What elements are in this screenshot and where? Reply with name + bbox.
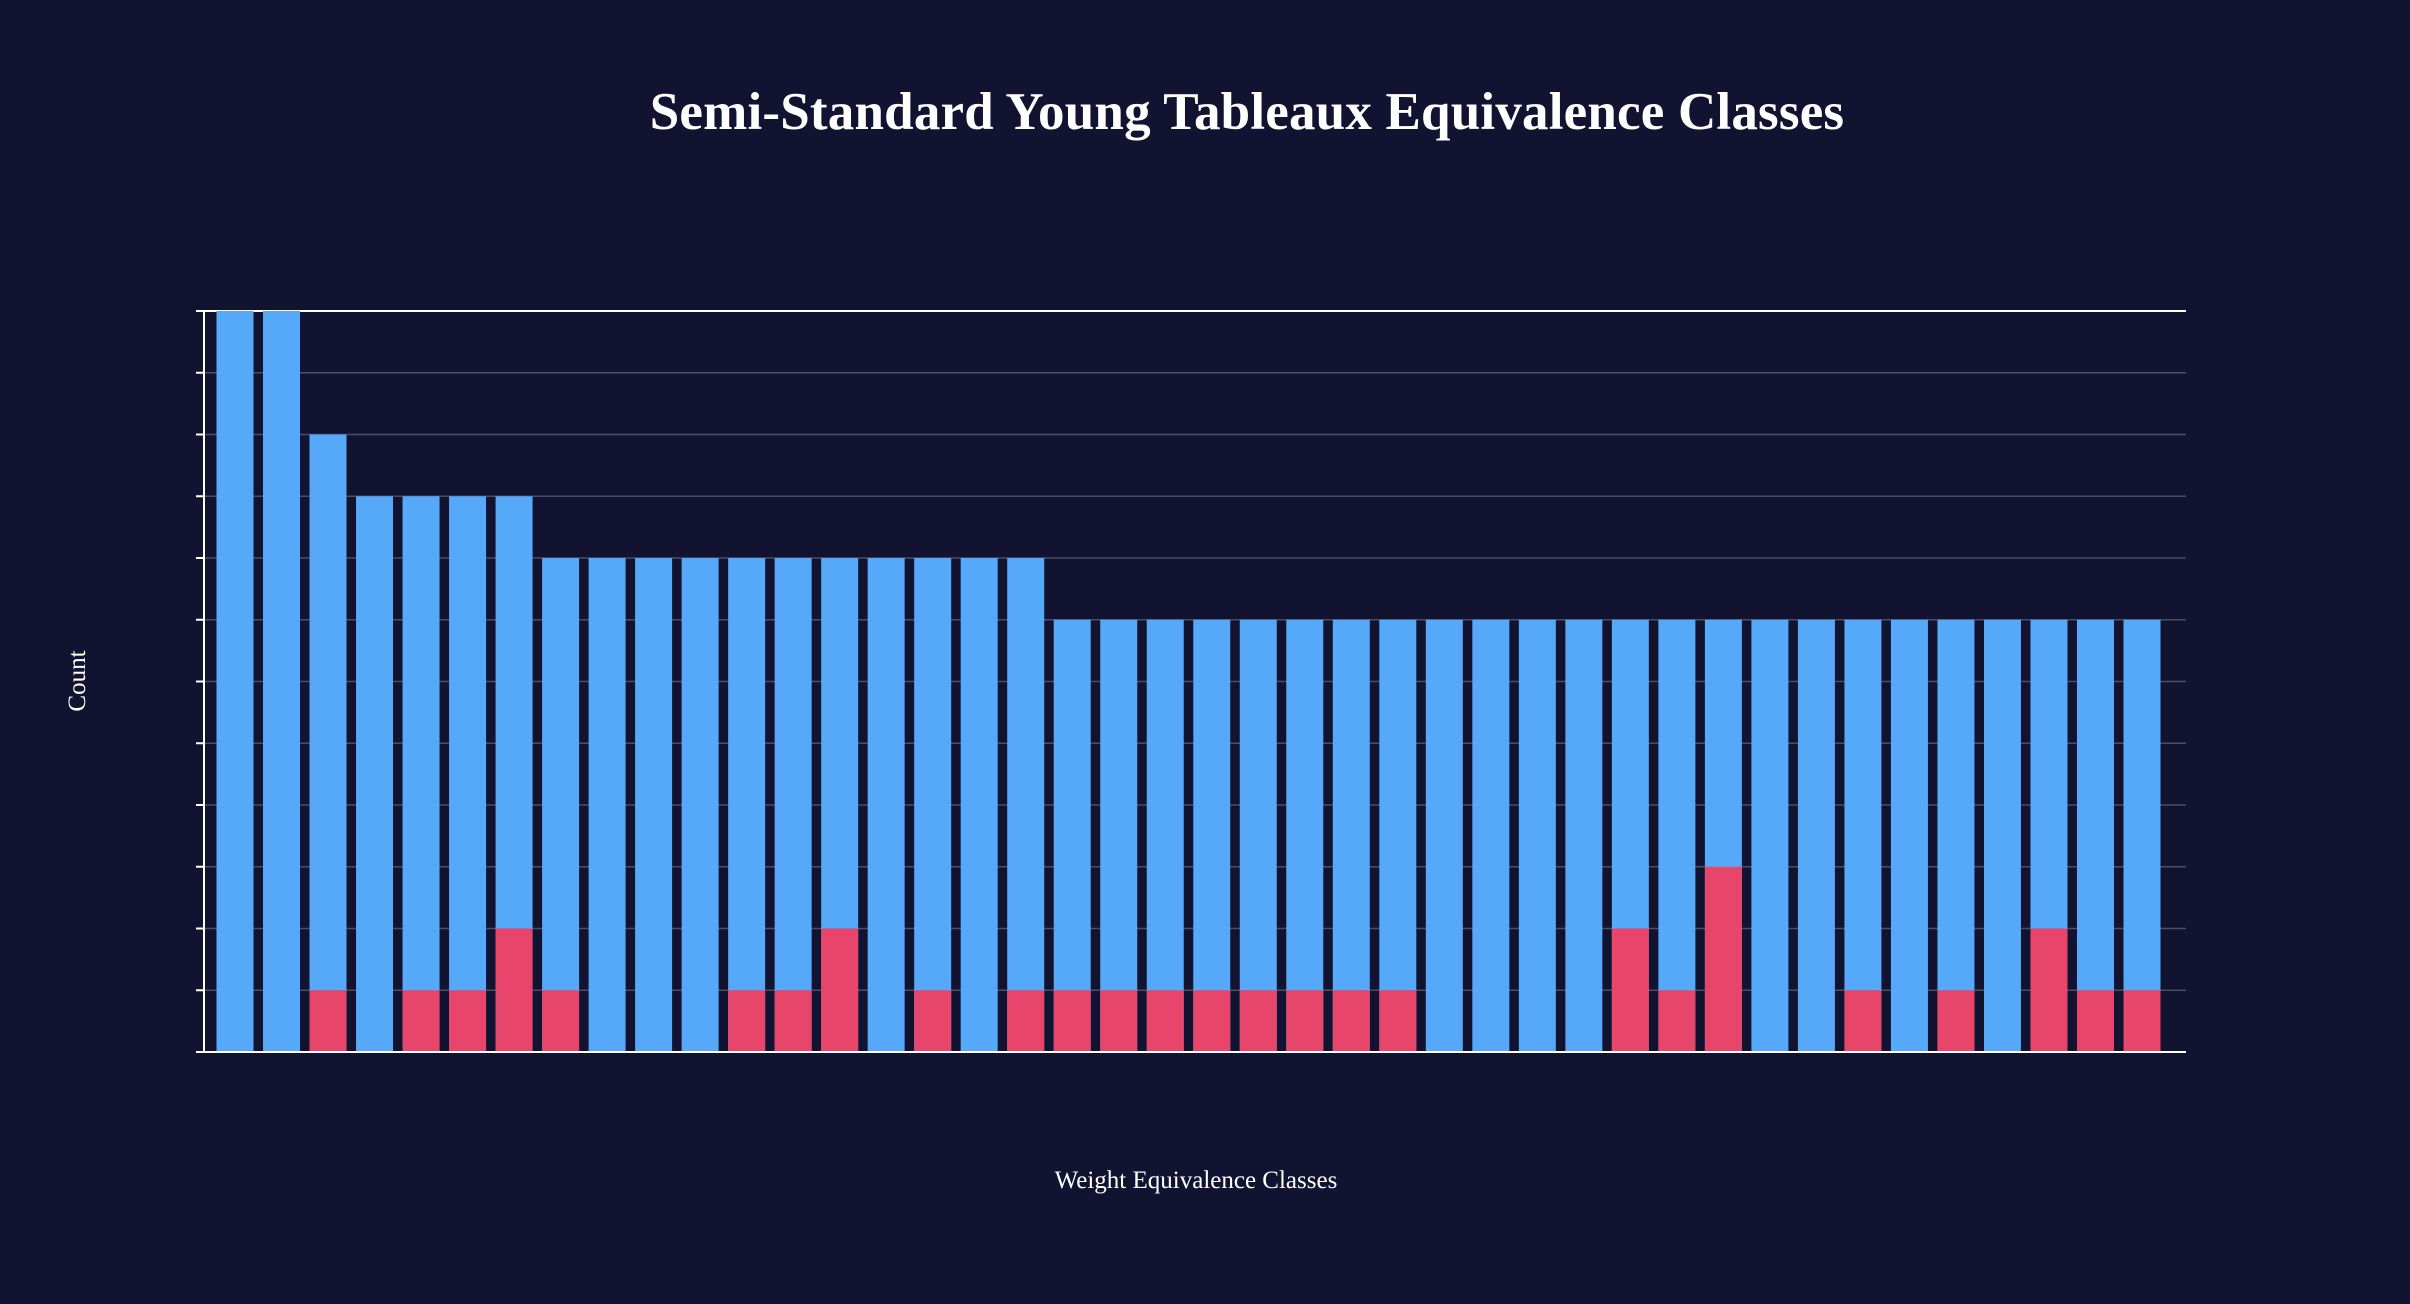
bar-highlight bbox=[449, 990, 487, 1052]
bar-total bbox=[356, 496, 394, 1052]
bar-highlight bbox=[2030, 928, 2068, 1052]
bar-highlight bbox=[1704, 866, 1742, 1052]
bar-highlight bbox=[1100, 990, 1138, 1052]
bar-highlight bbox=[495, 928, 533, 1052]
bar-total bbox=[728, 558, 766, 1052]
bar-highlight bbox=[1937, 990, 1975, 1052]
bar-highlight bbox=[309, 990, 347, 1052]
bar-highlight bbox=[2123, 990, 2161, 1052]
bar-highlight bbox=[1239, 990, 1277, 1052]
bar-total bbox=[2123, 619, 2161, 1052]
bar-total bbox=[1844, 619, 1882, 1052]
bar-total bbox=[1890, 619, 1928, 1052]
bar-total bbox=[635, 558, 673, 1052]
bar-total bbox=[1193, 619, 1231, 1052]
bar-total bbox=[588, 558, 626, 1052]
bar-total bbox=[1425, 619, 1463, 1052]
chart-title: Semi-Standard Young Tableaux Equivalence… bbox=[649, 83, 1845, 141]
bar-highlight bbox=[774, 990, 812, 1052]
bar-total bbox=[2076, 619, 2114, 1052]
bar-total bbox=[1286, 619, 1324, 1052]
bar-total bbox=[1983, 619, 2021, 1052]
bar-total bbox=[1146, 619, 1184, 1052]
bar-highlight bbox=[1844, 990, 1882, 1052]
bar-total bbox=[774, 558, 812, 1052]
bar-total bbox=[1100, 619, 1138, 1052]
bar-highlight bbox=[821, 928, 859, 1052]
bar-highlight bbox=[1332, 990, 1370, 1052]
bar-highlight bbox=[1379, 990, 1417, 1052]
bar-total bbox=[1239, 619, 1277, 1052]
bar-total bbox=[1379, 619, 1417, 1052]
bar-total bbox=[402, 496, 440, 1052]
bar-total bbox=[542, 558, 580, 1052]
bar-total bbox=[1053, 619, 1091, 1052]
bar-total bbox=[263, 311, 301, 1052]
bar-highlight bbox=[542, 990, 580, 1052]
bar-total bbox=[1658, 619, 1696, 1052]
bars bbox=[216, 311, 2161, 1052]
bar-total bbox=[1565, 619, 1603, 1052]
bar-total bbox=[1751, 619, 1789, 1052]
bar-total bbox=[681, 558, 719, 1052]
bar-total bbox=[1332, 619, 1370, 1052]
bar-highlight bbox=[1146, 990, 1184, 1052]
bar-highlight bbox=[728, 990, 766, 1052]
x-axis-label: Weight Equivalence Classes bbox=[1054, 1167, 1338, 1194]
bar-highlight bbox=[2076, 990, 2114, 1052]
bar-total bbox=[309, 434, 347, 1052]
bar-highlight bbox=[1286, 990, 1324, 1052]
bar-total bbox=[1937, 619, 1975, 1052]
bar-highlight bbox=[1193, 990, 1231, 1052]
bar-highlight bbox=[1658, 990, 1696, 1052]
bar-total bbox=[867, 558, 905, 1052]
bar-total bbox=[1518, 619, 1556, 1052]
bar-highlight bbox=[402, 990, 440, 1052]
bar-highlight bbox=[914, 990, 952, 1052]
axes bbox=[196, 310, 2186, 1053]
bar-total bbox=[1797, 619, 1835, 1052]
bar-total bbox=[1472, 619, 1510, 1052]
bar-total bbox=[914, 558, 952, 1052]
bar-total bbox=[960, 558, 998, 1052]
bar-highlight bbox=[1611, 928, 1649, 1052]
bar-highlight bbox=[1053, 990, 1091, 1052]
bar-total bbox=[449, 496, 487, 1052]
bar-total bbox=[1007, 558, 1045, 1052]
bar-total bbox=[216, 311, 254, 1052]
bar-highlight bbox=[1007, 990, 1045, 1052]
